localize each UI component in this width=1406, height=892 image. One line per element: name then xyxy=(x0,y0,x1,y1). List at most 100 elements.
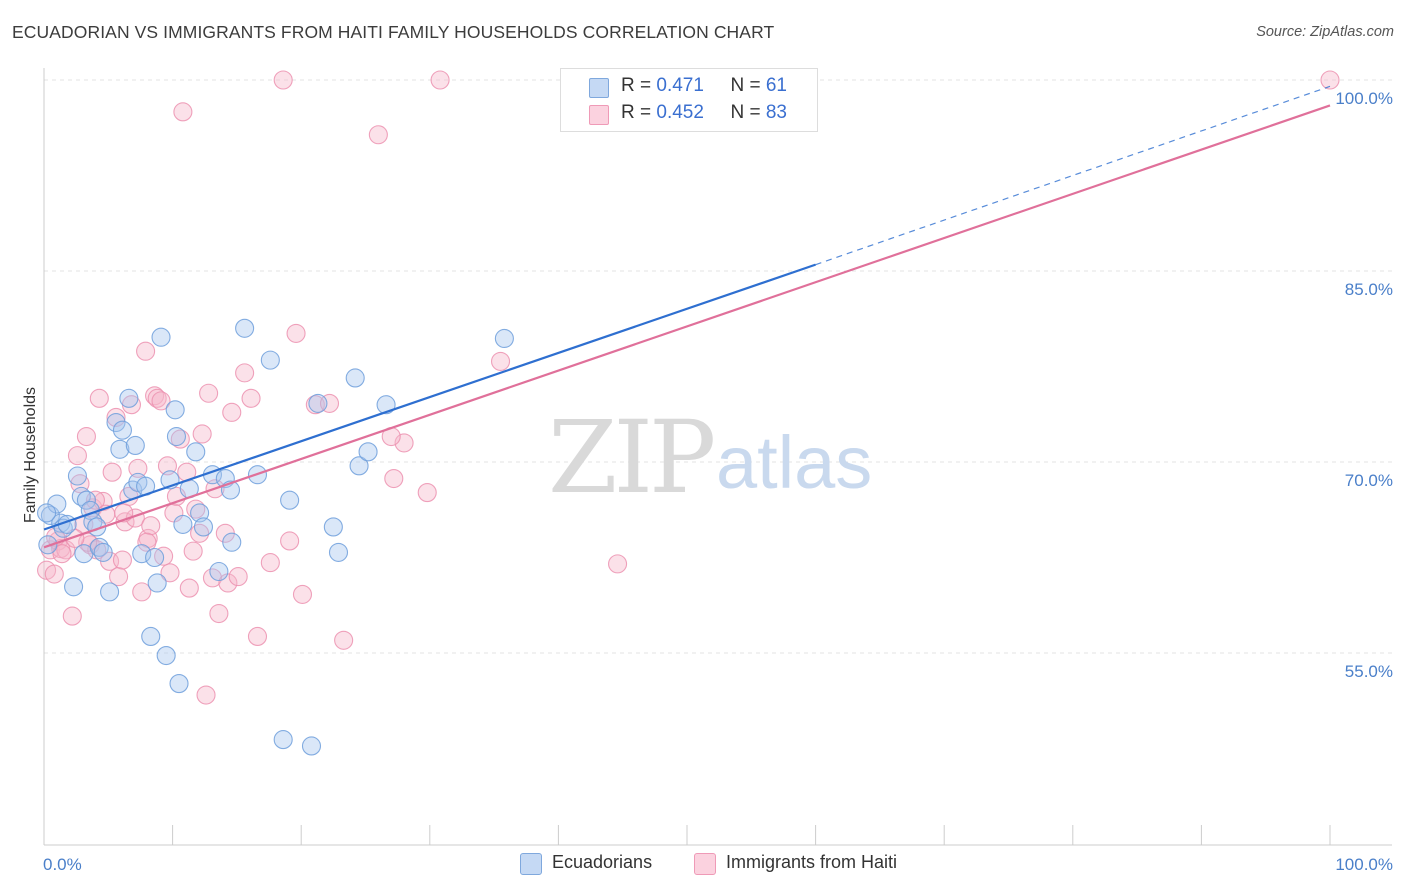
data-point xyxy=(67,446,87,466)
data-point xyxy=(100,582,120,602)
data-point xyxy=(376,395,396,415)
data-point xyxy=(196,685,216,705)
data-point xyxy=(222,532,242,552)
data-point xyxy=(308,393,328,413)
data-point xyxy=(384,469,404,489)
data-point xyxy=(349,456,369,476)
data-point xyxy=(110,439,130,459)
data-point xyxy=(323,517,343,537)
legend-swatch-ecuadorians xyxy=(589,78,609,98)
data-point xyxy=(358,442,378,462)
data-point xyxy=(67,466,87,486)
legend-n-value: 83 xyxy=(765,102,787,123)
data-point xyxy=(345,368,365,388)
data-point xyxy=(145,386,165,406)
data-point xyxy=(222,402,242,422)
data-point xyxy=(280,490,300,510)
watermark-zip: ZIP xyxy=(548,399,713,516)
data-point xyxy=(490,351,511,371)
data-point xyxy=(173,102,193,122)
data-points xyxy=(37,70,1340,756)
data-point xyxy=(136,341,156,361)
data-point xyxy=(166,426,187,447)
data-point xyxy=(199,383,219,403)
data-point xyxy=(151,391,171,411)
data-point xyxy=(209,561,229,582)
legend-n-value: 61 xyxy=(765,75,787,96)
data-point xyxy=(112,420,132,440)
trend-line-ecuadorians xyxy=(43,263,816,531)
data-point xyxy=(328,542,349,562)
data-point xyxy=(145,547,165,568)
data-point xyxy=(128,458,148,478)
data-point xyxy=(52,544,72,564)
data-point xyxy=(186,442,206,462)
data-point xyxy=(106,407,126,427)
data-point xyxy=(132,544,152,564)
data-point xyxy=(157,456,178,476)
trend-line-haiti xyxy=(43,104,1331,549)
data-point xyxy=(235,318,255,338)
legend-r-value: 0.452 xyxy=(656,102,704,123)
watermark: ZIP atlas xyxy=(548,399,872,516)
data-point xyxy=(165,400,185,420)
data-point xyxy=(286,323,306,343)
data-point xyxy=(156,645,176,666)
data-point xyxy=(417,483,437,503)
data-point xyxy=(334,630,354,650)
data-point xyxy=(137,532,157,552)
data-point xyxy=(141,516,161,536)
legend-r-value: 0.471 xyxy=(656,75,704,96)
data-point xyxy=(147,573,167,593)
data-point xyxy=(89,537,109,557)
data-point xyxy=(37,503,57,523)
data-point xyxy=(292,584,313,604)
legend-r-label: R = xyxy=(621,102,657,123)
data-point xyxy=(160,563,180,583)
data-point xyxy=(76,426,96,447)
data-point xyxy=(102,462,122,482)
data-point xyxy=(228,567,248,587)
data-point xyxy=(173,514,193,534)
bottom-legend-swatch-ecuadorians xyxy=(520,853,542,875)
data-point xyxy=(112,550,132,570)
data-point xyxy=(44,564,64,584)
data-point xyxy=(76,490,96,510)
data-point xyxy=(169,674,189,694)
y-tick-label: 85.0% xyxy=(1345,280,1393,299)
data-point xyxy=(260,553,280,573)
watermark-atlas: atlas xyxy=(716,421,872,504)
data-point xyxy=(273,70,293,90)
data-point xyxy=(494,328,514,349)
x-tick-label: 0.0% xyxy=(43,855,82,874)
axes xyxy=(43,68,1392,846)
data-point xyxy=(235,363,255,383)
data-point xyxy=(301,736,322,756)
data-point xyxy=(247,626,268,646)
x-tick-label: 100.0% xyxy=(1335,855,1393,874)
data-point xyxy=(106,412,126,433)
legend-swatch-haiti xyxy=(589,105,609,125)
legend-n-label: N = xyxy=(730,102,766,123)
y-axis-label: Family Households xyxy=(22,387,39,523)
data-point xyxy=(38,535,58,555)
data-point xyxy=(192,424,212,444)
data-point xyxy=(273,730,293,750)
data-point xyxy=(179,578,199,598)
data-point xyxy=(1320,70,1340,90)
data-point xyxy=(183,541,203,561)
bottom-legend-label-ecuadorians: Ecuadorians xyxy=(552,852,653,872)
y-tick-label: 70.0% xyxy=(1345,471,1393,490)
data-point xyxy=(141,626,161,646)
data-point xyxy=(151,327,171,347)
tick-labels: 100.0% 85.0% 70.0% 55.0% 0.0% 100.0% xyxy=(43,89,1393,874)
data-point xyxy=(186,499,206,519)
data-point xyxy=(71,486,91,506)
data-point xyxy=(319,393,340,413)
data-point xyxy=(260,350,280,370)
data-point xyxy=(119,388,139,408)
y-tick-label: 100.0% xyxy=(1335,89,1393,108)
data-point xyxy=(62,606,82,626)
data-point xyxy=(430,70,450,90)
data-point xyxy=(93,542,113,562)
